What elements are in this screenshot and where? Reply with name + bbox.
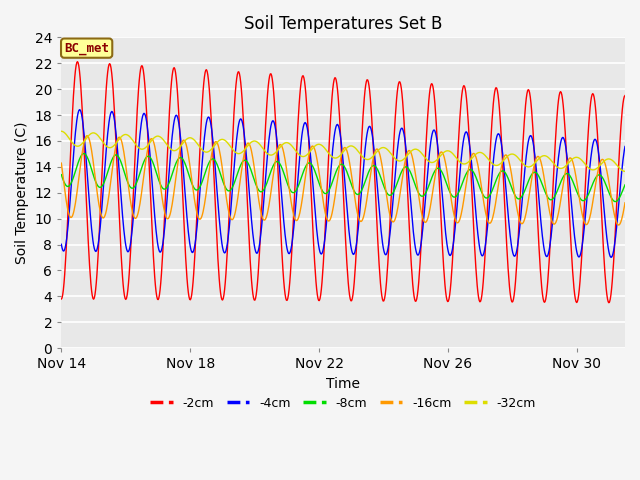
Legend: -2cm, -4cm, -8cm, -16cm, -32cm: -2cm, -4cm, -8cm, -16cm, -32cm — [145, 392, 541, 415]
Y-axis label: Soil Temperature (C): Soil Temperature (C) — [15, 121, 29, 264]
Text: BC_met: BC_met — [64, 42, 109, 55]
Title: Soil Temperatures Set B: Soil Temperatures Set B — [244, 15, 442, 33]
X-axis label: Time: Time — [326, 377, 360, 391]
